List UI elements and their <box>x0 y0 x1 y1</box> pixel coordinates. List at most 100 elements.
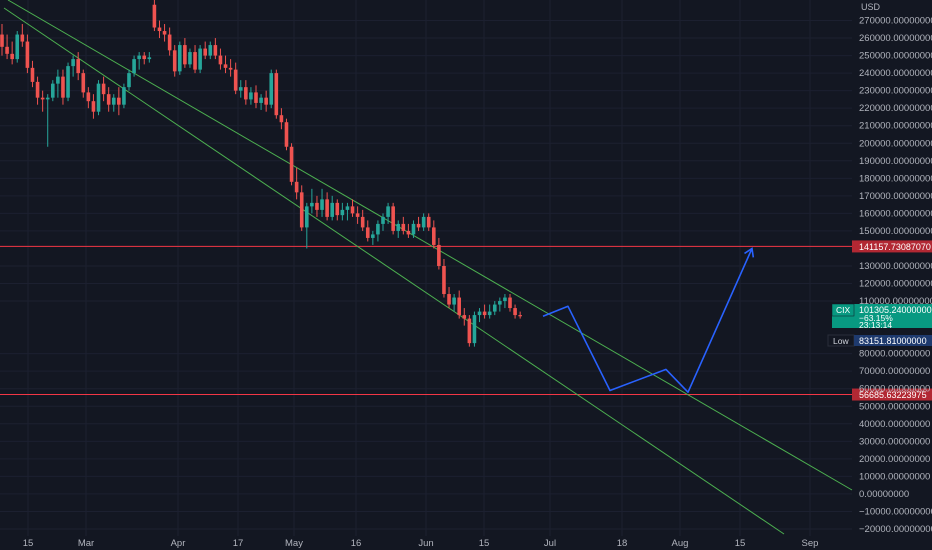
candle-body <box>437 244 441 266</box>
candle <box>218 48 223 70</box>
candle <box>503 294 507 309</box>
y-tick-label: 220000.00000000 <box>859 103 932 114</box>
x-tick-label: Aug <box>672 538 689 549</box>
candle <box>426 213 431 231</box>
candle <box>279 108 284 130</box>
x-axis[interactable]: 15 Mar Apr 17 May 16 Jun 15 Jul 18 Aug 15 Sep <box>23 538 819 549</box>
candle-body <box>91 101 96 112</box>
candle <box>320 188 324 217</box>
y-tick-label: 70000.00000000 <box>859 366 930 377</box>
candle <box>203 41 207 60</box>
candle-body <box>10 53 14 60</box>
candle-body <box>228 67 233 70</box>
candle <box>254 85 258 109</box>
y-tick-label: 190000.00000000 <box>859 156 932 167</box>
candle <box>96 80 101 116</box>
low-label: Low <box>833 336 849 346</box>
candle <box>5 34 9 60</box>
candle-body <box>218 55 223 65</box>
candle <box>249 87 253 105</box>
candle <box>122 83 126 109</box>
candle <box>188 48 192 68</box>
candle <box>101 76 106 102</box>
candle <box>147 52 152 63</box>
y-tick-label: 270000.00000000 <box>859 16 932 27</box>
candle-body <box>411 223 416 235</box>
y-tick-label: 150000.00000000 <box>859 226 932 237</box>
candle-body <box>320 199 324 210</box>
candle <box>396 220 401 238</box>
candle-body <box>40 97 45 100</box>
candle <box>30 60 35 88</box>
candle-body <box>386 206 390 217</box>
candle <box>111 94 116 112</box>
projection-path[interactable] <box>542 247 755 394</box>
x-tick-label: 17 <box>233 538 244 549</box>
candle <box>335 199 340 221</box>
candle-body <box>294 181 299 193</box>
candle <box>193 45 197 74</box>
candle <box>20 24 25 47</box>
channel-line[interactable] <box>3 7 785 535</box>
candle <box>492 301 497 316</box>
candle-body <box>5 46 9 54</box>
x-tick-label: 15 <box>23 538 34 549</box>
x-tick-label: Mar <box>78 538 94 549</box>
candle-body <box>35 81 40 98</box>
y-tick-label: 60000.00000000 <box>859 384 930 395</box>
candle-body <box>487 311 492 316</box>
candle <box>117 87 121 116</box>
level-label: 141157.73087070 <box>859 242 931 252</box>
candle-body <box>208 45 213 56</box>
candle-body <box>467 318 472 344</box>
y-tick-label: 40000.00000000 <box>859 419 930 430</box>
candle <box>315 195 319 217</box>
candle-body <box>391 206 395 231</box>
candle-body <box>25 41 30 68</box>
candle-body <box>178 45 182 72</box>
y-axis[interactable]: USD 270000.00000000 260000.00000000 250000… <box>859 2 932 535</box>
candle-body <box>188 52 192 65</box>
candle <box>259 94 263 110</box>
channel-line[interactable] <box>7 0 853 491</box>
candle-body <box>365 227 370 238</box>
candle <box>518 311 522 319</box>
horizontal-levels[interactable]: 141157.73087070 56685.63223975 <box>0 240 932 401</box>
price-change: −63.15% <box>859 313 893 323</box>
candle <box>238 80 243 98</box>
candle <box>178 41 182 75</box>
y-tick-label: 20000.00000000 <box>859 454 930 465</box>
candle-body <box>381 216 385 224</box>
candle-body <box>462 315 467 319</box>
candle <box>157 20 162 39</box>
candle <box>132 55 136 77</box>
level-badge <box>852 388 932 401</box>
candle-body <box>198 48 202 70</box>
candle-body <box>86 92 91 102</box>
candle-body <box>203 48 207 56</box>
candle-body <box>147 57 152 60</box>
candle <box>477 308 482 323</box>
candle <box>274 69 279 119</box>
candle-body <box>401 223 406 231</box>
candle <box>86 87 91 109</box>
candle <box>137 52 141 70</box>
candle <box>294 167 299 200</box>
candle-body <box>76 59 80 74</box>
candle-body <box>482 311 487 316</box>
channel-lines[interactable] <box>3 0 853 535</box>
candle <box>106 87 111 112</box>
candle-body <box>335 202 340 216</box>
candle-body <box>396 223 401 231</box>
bar-countdown: 23:13:14 <box>859 320 892 330</box>
candle <box>76 52 80 81</box>
candle <box>35 76 40 105</box>
candle <box>45 94 50 147</box>
candle <box>447 287 451 309</box>
projection-arrowhead <box>744 247 755 258</box>
candle <box>40 90 45 112</box>
projection-line[interactable] <box>542 248 753 394</box>
candle-body <box>117 97 121 105</box>
